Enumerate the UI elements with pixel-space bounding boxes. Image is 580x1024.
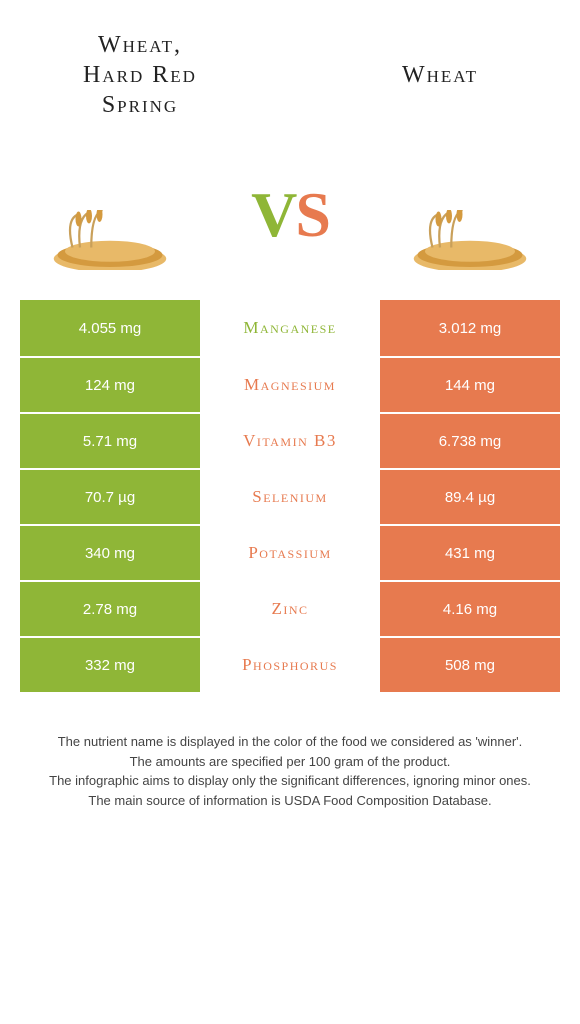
value-right: 4.16 mg (380, 582, 560, 636)
footer-line: The amounts are specified per 100 gram o… (30, 752, 550, 772)
table-row: 124 mg Magnesium 144 mg (20, 356, 560, 412)
value-right: 144 mg (380, 358, 560, 412)
images-row: VS (0, 140, 580, 300)
vs-v: V (251, 179, 295, 250)
header: Wheat, Hard Red Spring Wheat (0, 0, 580, 140)
table-row: 332 mg Phosphorus 508 mg (20, 636, 560, 692)
table-row: 5.71 mg Vitamin B3 6.738 mg (20, 412, 560, 468)
value-left: 332 mg (20, 638, 200, 692)
footer-line: The nutrient name is displayed in the co… (30, 732, 550, 752)
nutrient-label: Manganese (200, 300, 380, 356)
nutrient-label: Potassium (200, 526, 380, 580)
nutrient-label: Zinc (200, 582, 380, 636)
wheat-icon (390, 210, 550, 270)
nutrient-label: Magnesium (200, 358, 380, 412)
nutrient-label: Selenium (200, 470, 380, 524)
value-left: 4.055 mg (20, 300, 200, 356)
value-right: 431 mg (380, 526, 560, 580)
title-left-line1: Wheat, (40, 30, 240, 60)
value-right: 6.738 mg (380, 414, 560, 468)
food-image-left (20, 160, 200, 270)
food-image-right (380, 160, 560, 270)
footer-notes: The nutrient name is displayed in the co… (30, 732, 550, 810)
value-right: 89.4 µg (380, 470, 560, 524)
title-left-line3: Spring (40, 90, 240, 120)
value-right: 508 mg (380, 638, 560, 692)
footer-line: The infographic aims to display only the… (30, 771, 550, 791)
table-row: 340 mg Potassium 431 mg (20, 524, 560, 580)
table-row: 2.78 mg Zinc 4.16 mg (20, 580, 560, 636)
title-left-line2: Hard Red (40, 60, 240, 90)
nutrient-label: Phosphorus (200, 638, 380, 692)
table-row: 4.055 mg Manganese 3.012 mg (20, 300, 560, 356)
nutrient-label: Vitamin B3 (200, 414, 380, 468)
value-left: 2.78 mg (20, 582, 200, 636)
value-left: 340 mg (20, 526, 200, 580)
vs-label: VS (251, 178, 329, 252)
footer-line: The main source of information is USDA F… (30, 791, 550, 811)
value-left: 70.7 µg (20, 470, 200, 524)
table-row: 70.7 µg Selenium 89.4 µg (20, 468, 560, 524)
wheat-icon (30, 210, 190, 270)
value-right: 3.012 mg (380, 300, 560, 356)
vs-s: S (295, 179, 329, 250)
title-right: Wheat (340, 60, 540, 90)
comparison-table: 4.055 mg Manganese 3.012 mg 124 mg Magne… (20, 300, 560, 692)
title-left: Wheat, Hard Red Spring (40, 30, 240, 120)
value-left: 5.71 mg (20, 414, 200, 468)
value-left: 124 mg (20, 358, 200, 412)
